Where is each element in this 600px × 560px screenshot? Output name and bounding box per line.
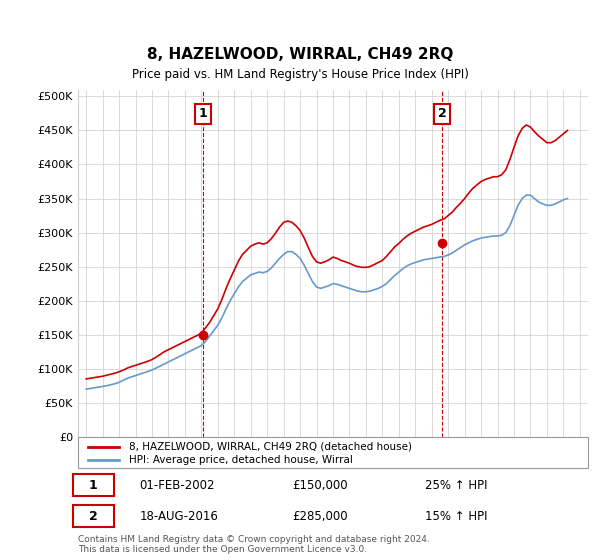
Text: £150,000: £150,000 [292, 479, 348, 492]
FancyBboxPatch shape [73, 505, 114, 527]
Text: 2: 2 [437, 108, 446, 120]
Text: 25% ↑ HPI: 25% ↑ HPI [425, 479, 487, 492]
Text: 1: 1 [199, 108, 207, 120]
Text: 1: 1 [89, 479, 98, 492]
Text: HPI: Average price, detached house, Wirral: HPI: Average price, detached house, Wirr… [129, 455, 353, 465]
Text: 18-AUG-2016: 18-AUG-2016 [139, 510, 218, 522]
Text: 15% ↑ HPI: 15% ↑ HPI [425, 510, 487, 522]
Text: 8, HAZELWOOD, WIRRAL, CH49 2RQ: 8, HAZELWOOD, WIRRAL, CH49 2RQ [147, 46, 453, 62]
Text: 2: 2 [89, 510, 98, 522]
FancyBboxPatch shape [78, 437, 588, 468]
Text: 01-FEB-2002: 01-FEB-2002 [139, 479, 215, 492]
Text: Price paid vs. HM Land Registry's House Price Index (HPI): Price paid vs. HM Land Registry's House … [131, 68, 469, 81]
FancyBboxPatch shape [73, 474, 114, 496]
Text: Contains HM Land Registry data © Crown copyright and database right 2024.
This d: Contains HM Land Registry data © Crown c… [78, 535, 430, 554]
Text: 8, HAZELWOOD, WIRRAL, CH49 2RQ (detached house): 8, HAZELWOOD, WIRRAL, CH49 2RQ (detached… [129, 442, 412, 452]
Text: £285,000: £285,000 [292, 510, 348, 522]
